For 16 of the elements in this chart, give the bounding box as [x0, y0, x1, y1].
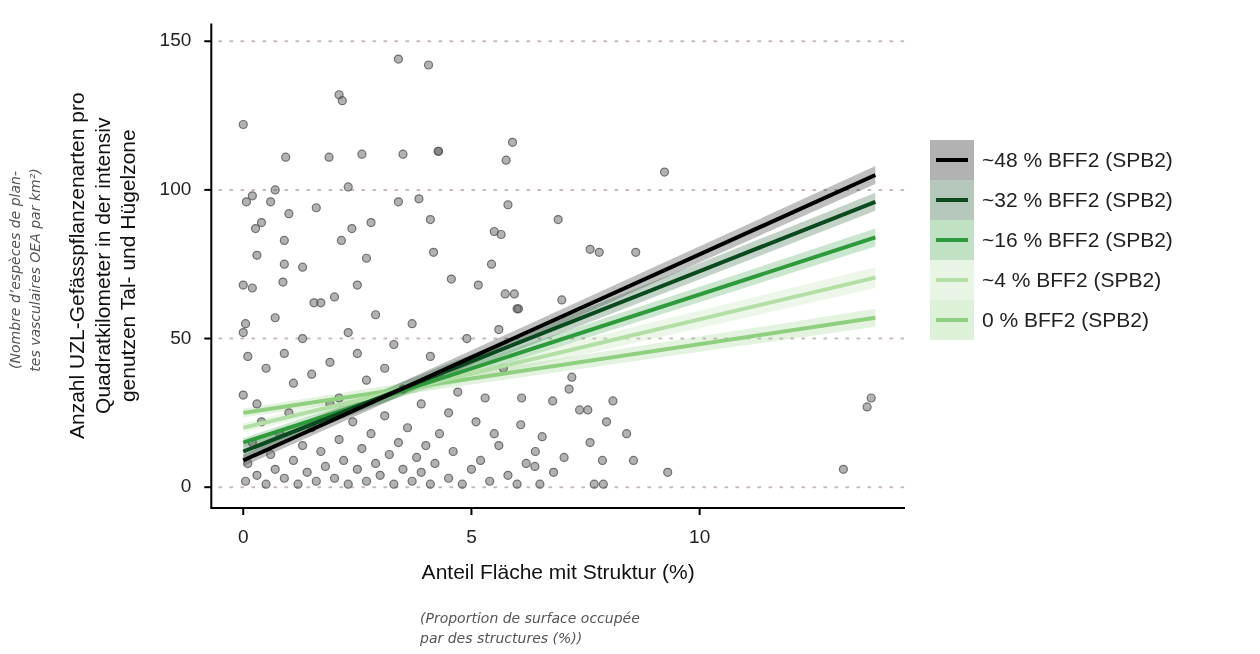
y-tick-label: 50 [170, 326, 192, 348]
x-tick-label: 5 [466, 525, 477, 547]
legend-label: ~32 % BFF2 (SPB2) [982, 188, 1173, 212]
legend-label: ~16 % BFF2 (SPB2) [982, 228, 1173, 252]
text: (Proportion de surface occupée par des structures (%)) [420, 609, 640, 648]
x-axis-title: Anteil Fläche mit Struktur (%) [421, 560, 695, 584]
y-axis-title: Anzahl UZL-Gefässpflanzenarten pro Quadratkilometer in der intensiv genutzen Tal- und Hügelzone [65, 92, 139, 440]
y-tick-label: 100 [159, 178, 192, 200]
x-tick-label: 0 [237, 525, 249, 547]
text: (Nombre d’espèces de plan- tes vasculaires OEA par km²) [6, 167, 44, 374]
legend-label: ~4 % BFF2 (SPB2) [982, 268, 1162, 292]
legend-label: ~48 % BFF2 (SPB2) [982, 148, 1173, 172]
legend-label: 0 % BFF2 (SPB2) [982, 308, 1149, 332]
y-tick-label: 0 [180, 475, 192, 497]
x-tick-label: 10 [689, 525, 711, 547]
y-tick-label: 150 [159, 29, 192, 51]
